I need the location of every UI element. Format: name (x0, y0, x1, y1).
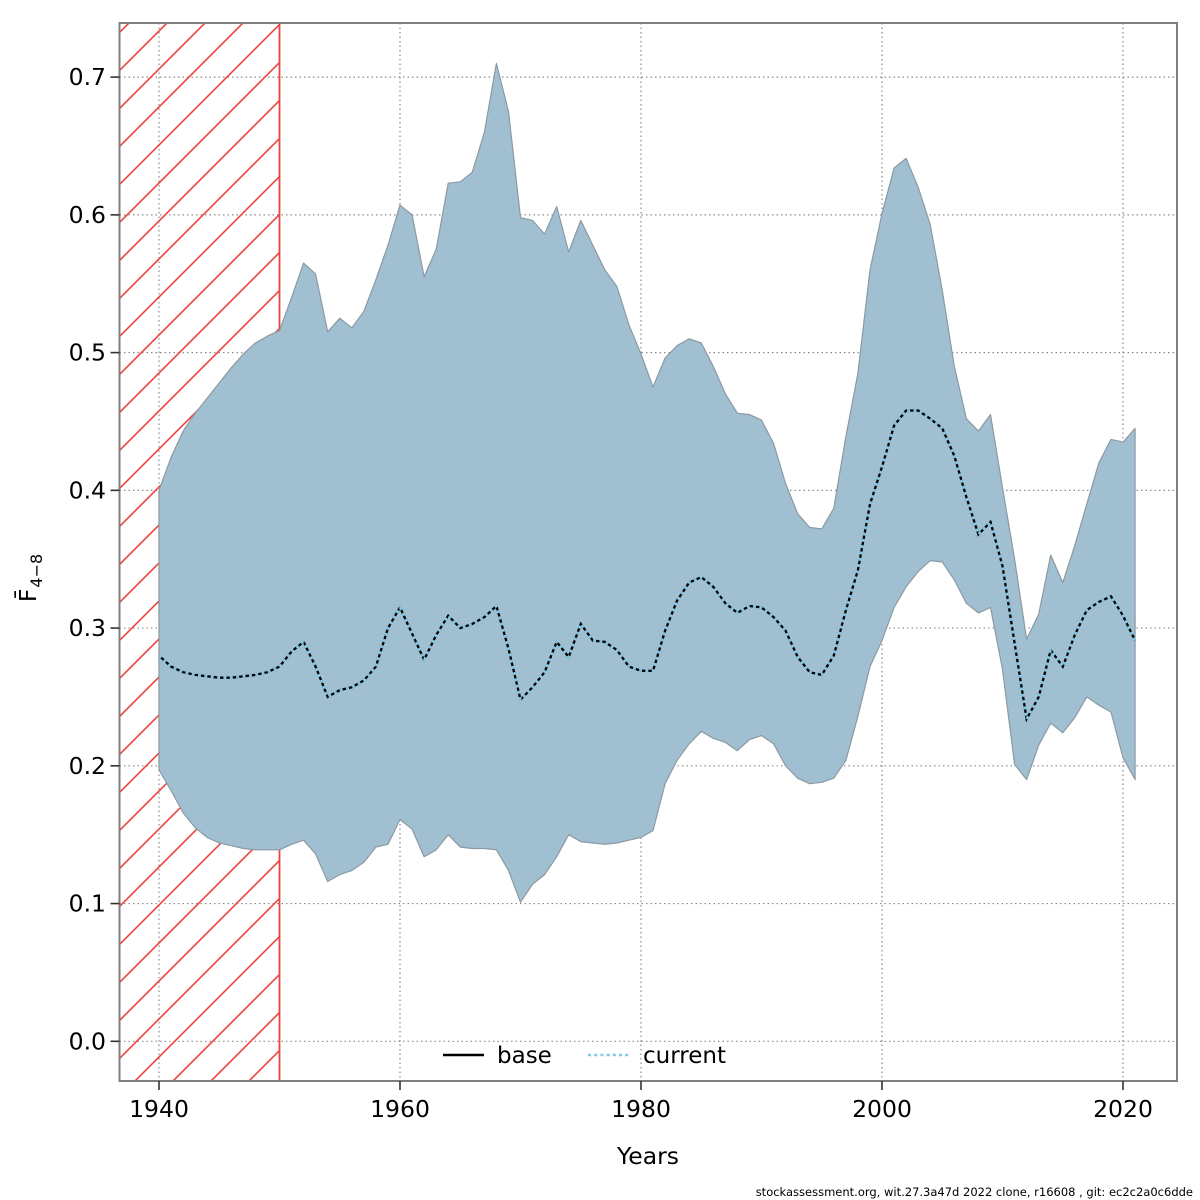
x-axis-title: Years (616, 1142, 679, 1170)
confidence-band (158, 62, 1136, 903)
legend: base current (443, 1043, 726, 1069)
caption: stockassessment.org, wit.27.3a47d 2022 c… (756, 1185, 1193, 1199)
y-axis-title: F̄4−8 (14, 554, 46, 602)
y-tick-label: 0.2 (69, 752, 106, 780)
y-tick-label: 0.4 (69, 476, 106, 504)
y-tick-label: 0.1 (69, 890, 106, 918)
x-axis: 1940 1960 1980 2000 2020 (129, 1081, 1153, 1123)
x-tick-label: 1980 (611, 1095, 671, 1123)
legend-current-label: current (643, 1043, 726, 1069)
y-tick-label: 0.3 (69, 614, 106, 642)
x-tick-label: 1940 (129, 1095, 189, 1123)
y-tick-label: 0.5 (69, 339, 106, 367)
current-line (158, 409, 1137, 723)
plot-border (118, 22, 1178, 1082)
legend-base-label: base (497, 1043, 552, 1069)
x-tick-label: 1960 (370, 1095, 430, 1123)
y-tick-label: 0.0 (69, 1027, 106, 1055)
x-tick-label: 2000 (852, 1095, 912, 1123)
y-tick-label: 0.7 (69, 63, 106, 91)
y-axis: 0.0 0.1 0.2 0.3 0.4 0.5 0.6 0.7 (69, 63, 120, 1055)
x-tick-label: 2020 (1093, 1095, 1153, 1123)
y-tick-label: 0.6 (69, 201, 106, 229)
